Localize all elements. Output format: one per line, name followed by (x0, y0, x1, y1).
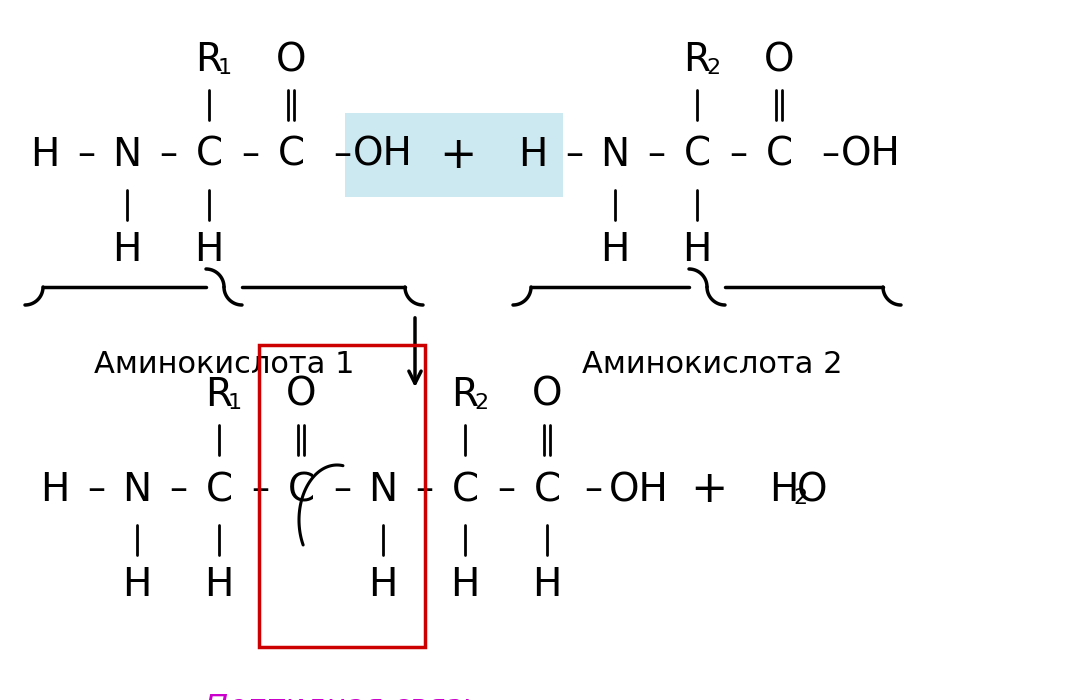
Text: –: – (497, 473, 515, 507)
Text: –: – (77, 138, 95, 172)
Text: H: H (41, 471, 69, 509)
Text: H: H (600, 231, 630, 269)
Text: H: H (769, 471, 799, 509)
Text: OH: OH (609, 471, 669, 509)
Text: N: N (368, 471, 397, 509)
Text: O: O (797, 471, 828, 509)
Text: –: – (333, 138, 351, 172)
Text: +: + (690, 468, 727, 512)
Text: C: C (533, 471, 561, 509)
Text: Пептидная связь: Пептидная связь (205, 692, 480, 700)
Text: H: H (112, 231, 142, 269)
Text: –: – (565, 138, 583, 172)
Text: C: C (766, 136, 792, 174)
Text: +: + (439, 134, 476, 176)
Text: 2: 2 (474, 393, 488, 413)
Text: R: R (452, 376, 478, 414)
Text: –: – (415, 473, 433, 507)
Text: –: – (729, 138, 747, 172)
Text: –: – (333, 473, 351, 507)
Text: –: – (584, 473, 602, 507)
Text: –: – (251, 473, 269, 507)
Text: N: N (112, 136, 142, 174)
Text: C: C (452, 471, 478, 509)
Text: H: H (368, 566, 397, 604)
Text: R: R (205, 376, 233, 414)
Text: Аминокислота 2: Аминокислота 2 (582, 350, 843, 379)
Text: –: – (159, 138, 177, 172)
Text: 2: 2 (706, 58, 720, 78)
Text: H: H (123, 566, 152, 604)
Text: OH: OH (842, 136, 901, 174)
Text: Аминокислота 1: Аминокислота 1 (94, 350, 355, 379)
Text: 2: 2 (792, 488, 807, 508)
Text: –: – (647, 138, 665, 172)
Text: O: O (764, 41, 795, 79)
Text: C: C (287, 471, 315, 509)
Text: H: H (518, 136, 548, 174)
Bar (260, 345, 425, 647)
Text: H: H (204, 566, 234, 604)
Text: C: C (205, 471, 233, 509)
Text: H: H (30, 136, 60, 174)
Text: H: H (532, 566, 562, 604)
Text: C: C (278, 136, 304, 174)
Text: 1: 1 (218, 58, 232, 78)
Bar (345, 113, 563, 197)
Text: –: – (87, 473, 105, 507)
Text: O: O (532, 376, 562, 414)
Text: R: R (195, 41, 222, 79)
Text: N: N (123, 471, 152, 509)
Text: C: C (684, 136, 710, 174)
Text: H: H (451, 566, 480, 604)
Text: R: R (684, 41, 710, 79)
Text: 1: 1 (227, 393, 242, 413)
Text: –: – (169, 473, 187, 507)
Text: H: H (682, 231, 711, 269)
Text: N: N (600, 136, 629, 174)
Text: O: O (276, 41, 307, 79)
Text: –: – (821, 138, 839, 172)
Text: O: O (286, 376, 316, 414)
Text: C: C (195, 136, 222, 174)
Text: OH: OH (354, 136, 413, 174)
Text: H: H (194, 231, 223, 269)
Text: –: – (241, 138, 260, 172)
